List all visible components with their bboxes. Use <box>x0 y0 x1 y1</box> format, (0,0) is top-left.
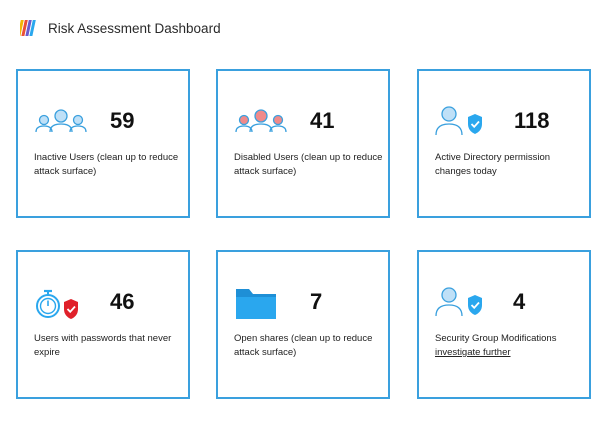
investigate-further-link[interactable]: investigate further <box>435 347 511 358</box>
stopwatch-shield-icon <box>36 289 78 319</box>
security-group-modifications-card[interactable]: 4 Security Group Modifications investiga… <box>417 250 591 399</box>
open-shares-card[interactable]: 7 Open shares (clean up to reduce attack… <box>216 250 390 399</box>
ad-permission-changes-count: 118 <box>514 108 550 133</box>
inactive-users-description: Inactive Users (clean up to reduce attac… <box>34 152 179 177</box>
passwords-never-expire-description: Users with passwords that never expire <box>34 333 172 358</box>
security-group-modifications-count: 4 <box>513 289 526 314</box>
disabled-users-count: 41 <box>310 108 335 133</box>
security-group-modifications-description: Security Group Modifications investigate… <box>435 332 585 360</box>
passwords-never-expire-count: 46 <box>110 289 135 314</box>
page-title: Risk Assessment Dashboard <box>48 20 221 36</box>
inactive-users-count: 59 <box>110 108 135 133</box>
open-shares-description: Open shares (clean up to reduce attack s… <box>234 333 373 358</box>
user-shield-icon <box>435 106 482 136</box>
ad-permission-changes-card[interactable]: 118 Active Directory permission changes … <box>417 69 591 218</box>
user-shield-icon <box>435 287 482 317</box>
inactive-users-card[interactable]: 59 Inactive Users (clean up to reduce at… <box>16 69 190 218</box>
security-group-modifications-label: Security Group Modifications <box>435 333 557 344</box>
striped-logo-icon <box>20 20 36 36</box>
users-group-icon <box>35 109 87 133</box>
disabled-users-card[interactable]: 41 Disabled Users (clean up to reduce at… <box>216 69 390 218</box>
open-shares-count: 7 <box>310 289 323 314</box>
disabled-users-description: Disabled Users (clean up to reduce attac… <box>234 152 383 177</box>
dashboard-header: Risk Assessment Dashboard <box>20 17 221 39</box>
disabled-users-icon <box>235 109 287 133</box>
folder-icon <box>236 289 276 319</box>
ad-permission-changes-description: Active Directory permission changes toda… <box>435 152 551 177</box>
passwords-never-expire-card[interactable]: 46 Users with passwords that never expir… <box>16 250 190 399</box>
